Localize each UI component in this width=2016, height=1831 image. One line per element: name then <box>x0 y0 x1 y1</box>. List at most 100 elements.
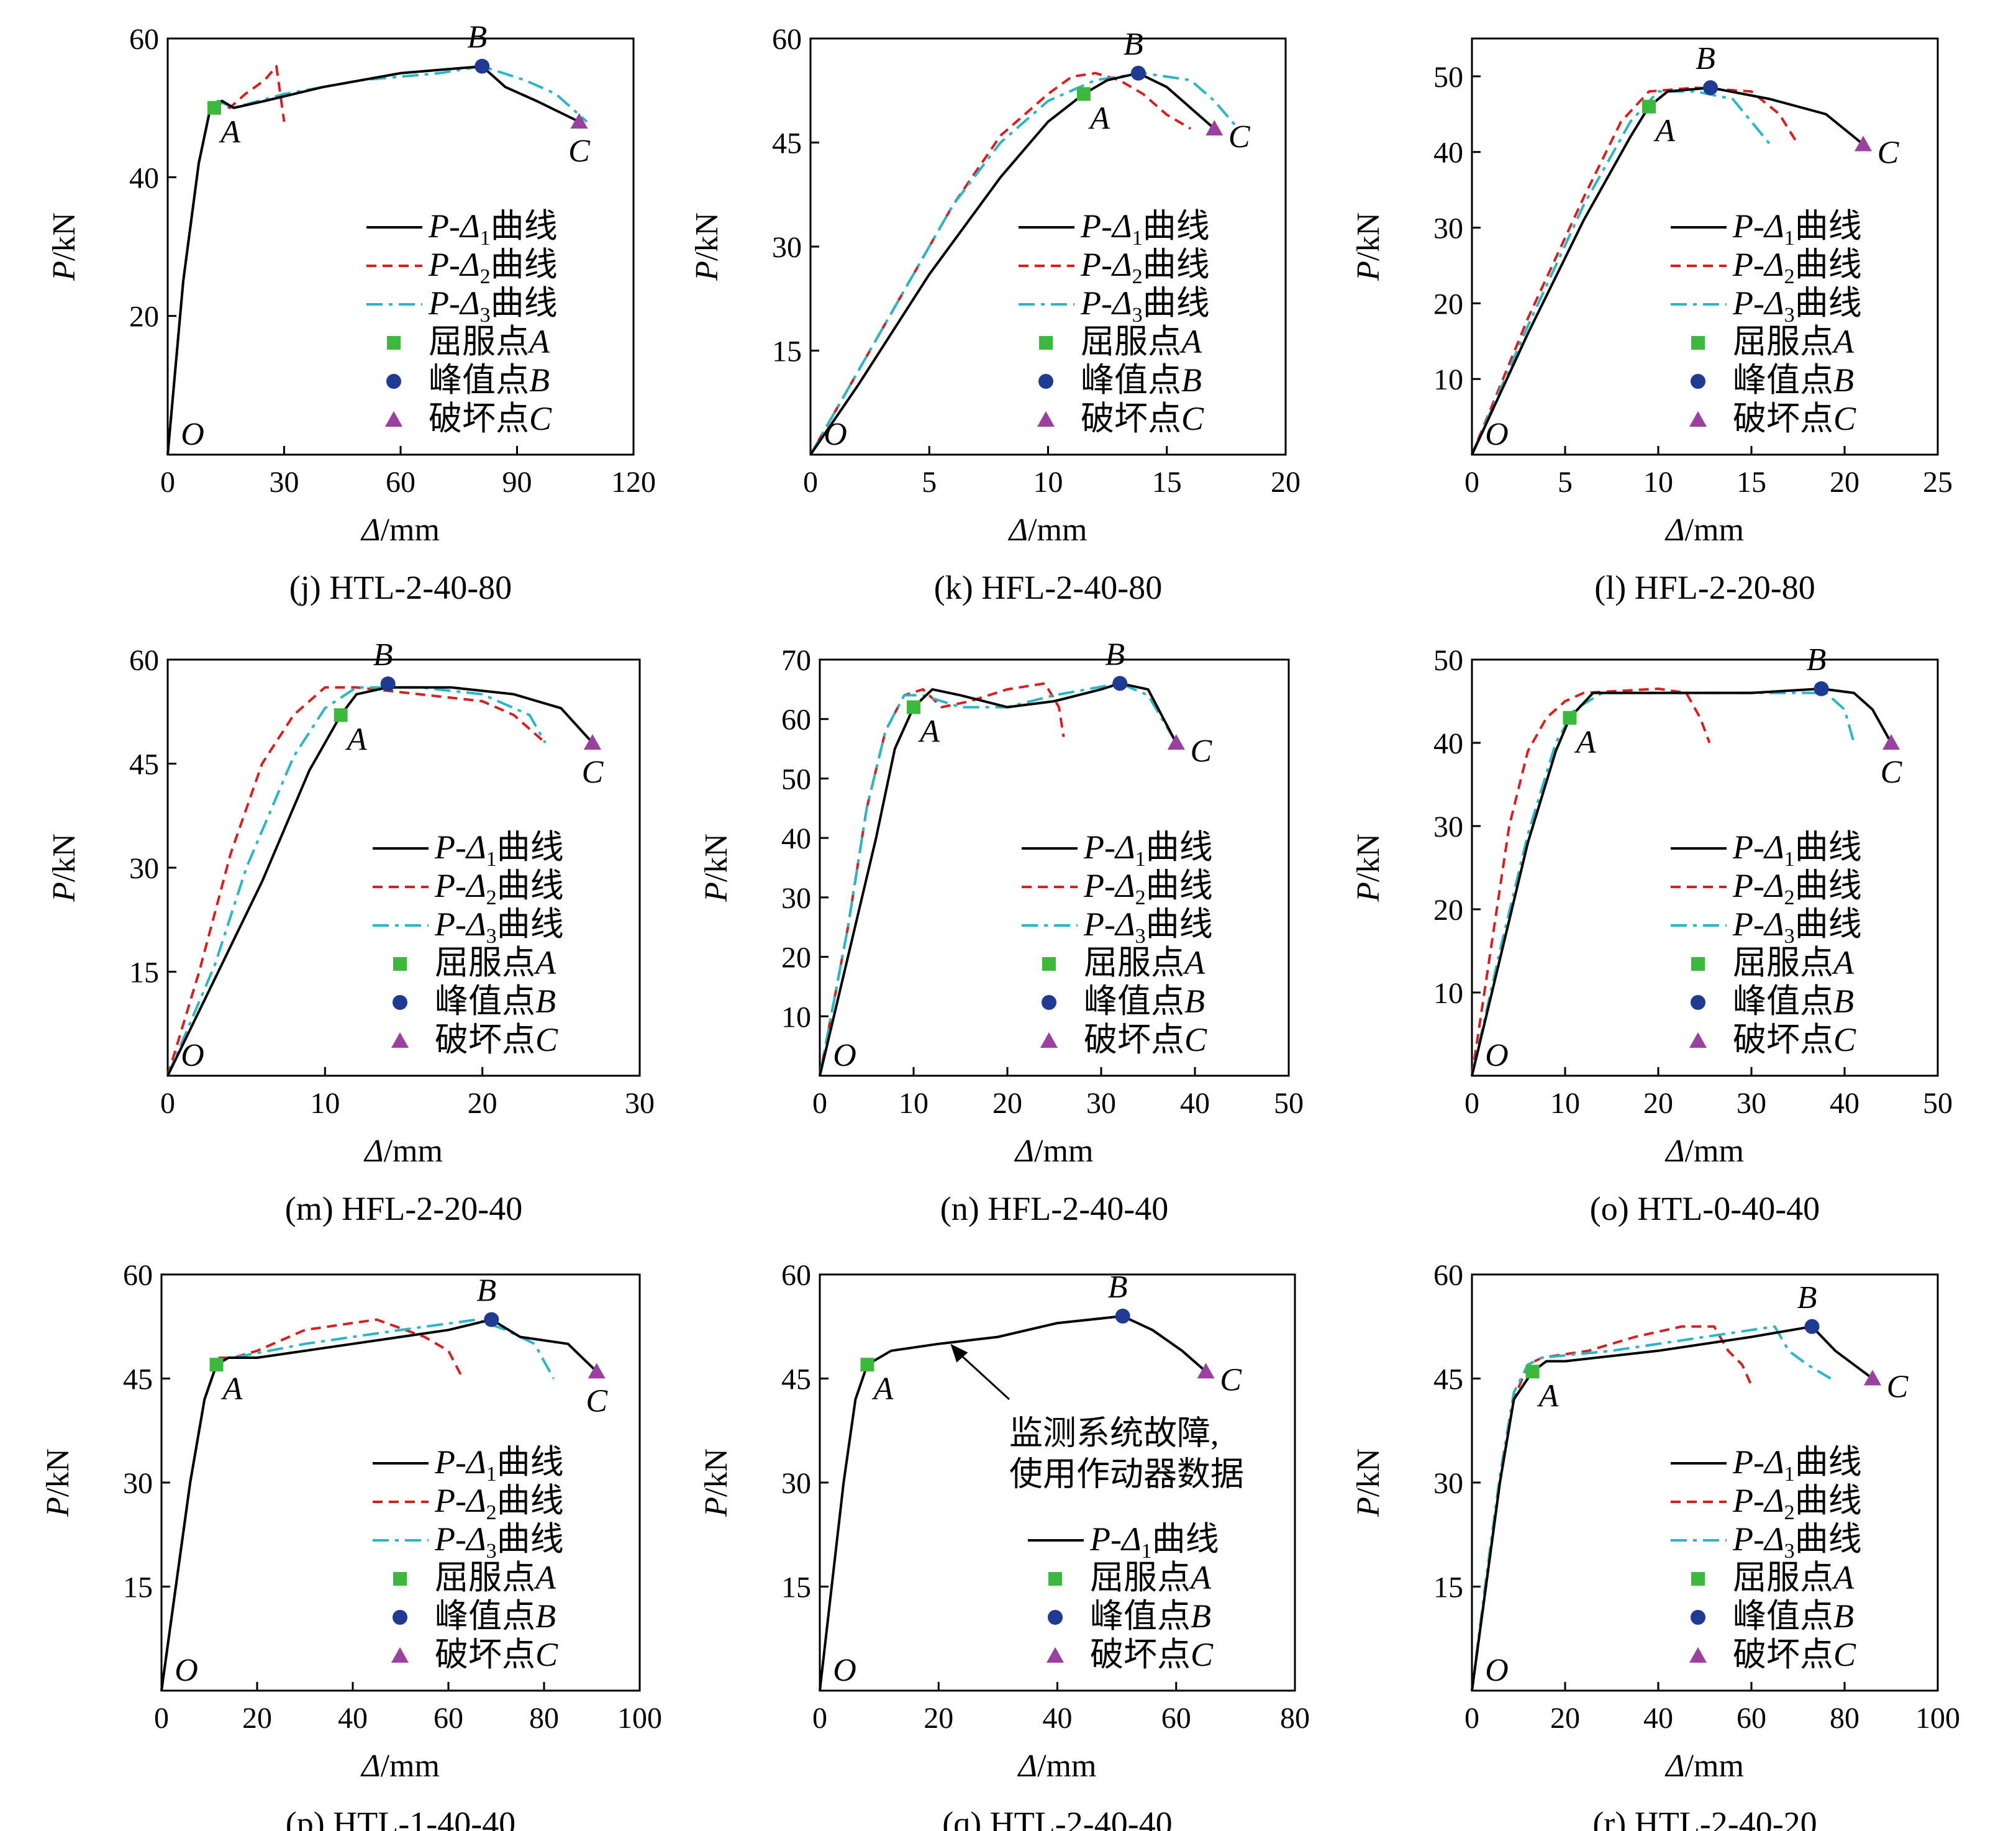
yield-point-A <box>860 1358 874 1372</box>
failure-point-C <box>1882 734 1900 750</box>
legend-marker-failure <box>1689 1647 1707 1663</box>
legend-label-failure: 破坏点C <box>429 400 552 437</box>
legend-marker-peak <box>1691 995 1705 1010</box>
y-axis-label: P/kN <box>1351 212 1386 281</box>
point-label-C: C <box>586 1383 608 1419</box>
yield-point-A <box>209 1358 224 1372</box>
legend-marker-peak <box>393 995 407 1010</box>
series-line-curve3 <box>166 686 547 1076</box>
legend-label-curve1: P-Δ1曲线 <box>1089 1520 1219 1563</box>
chart-panel-3: 0 5 10 15 20 25 10 20 30 40 50 Δ/mm P/kN (l) HFL-2-20… <box>1351 37 1953 606</box>
legend-label-failure: 破坏点C <box>1733 400 1856 437</box>
series-line-curve2 <box>1471 687 1711 1076</box>
x-tick-label: 15 <box>1737 466 1766 499</box>
peak-point-B <box>1703 80 1718 96</box>
chart-caption: (q) HTL-2-40-40 <box>942 1805 1172 1831</box>
legend-label-curve2: P-Δ2曲线 <box>1080 246 1210 288</box>
x-tick-label: 40 <box>338 1702 368 1735</box>
legend-label-curve2: P-Δ2曲线 <box>1083 867 1213 909</box>
y-tick-label: 60 <box>129 23 159 56</box>
yield-point-A <box>207 101 221 115</box>
legend-label-yield: 屈服点A <box>1733 323 1855 360</box>
x-tick-label: 0 <box>160 466 175 499</box>
y-tick-label: 15 <box>781 1571 811 1604</box>
x-axis-label: Δ/mm <box>1664 1134 1744 1169</box>
point-label-B: B <box>1807 642 1827 678</box>
legend-label-peak: 峰值点B <box>1733 983 1854 1020</box>
legend-label-curve1: P-Δ1曲线 <box>1732 1443 1862 1486</box>
y-tick-label: 40 <box>1433 137 1463 170</box>
legend-label-yield: 屈服点A <box>435 944 556 981</box>
legend-marker-yield <box>393 1572 407 1586</box>
failure-point-C <box>584 734 601 750</box>
series-line-curve3 <box>809 71 1240 455</box>
y-tick-label: 50 <box>781 763 811 796</box>
point-label-C: C <box>1878 135 1900 171</box>
legend-marker-peak <box>1042 995 1056 1010</box>
y-axis-label: P/kN <box>699 1448 734 1517</box>
legend-marker-failure <box>1689 411 1707 427</box>
x-tick-label: 30 <box>1086 1087 1116 1120</box>
legend-marker-yield <box>1691 336 1705 350</box>
legend-label-curve1: P-Δ1曲线 <box>1732 829 1862 871</box>
x-tick-label: 0 <box>160 1087 175 1120</box>
legend-marker-peak <box>1038 374 1053 389</box>
series-line-curve3 <box>1471 691 1855 1076</box>
failure-point-C <box>1864 1370 1881 1386</box>
legend-marker-yield <box>1691 957 1705 971</box>
y-axis-label: P/kN <box>47 834 82 902</box>
x-tick-label: 15 <box>1152 466 1182 499</box>
legend-label-curve1: P-Δ1曲线 <box>1732 207 1862 250</box>
y-tick-label: 30 <box>1433 1467 1463 1500</box>
legend-marker-failure <box>1037 411 1055 427</box>
y-tick-label: 50 <box>1433 644 1463 677</box>
legend-marker-yield <box>1691 1572 1705 1586</box>
x-tick-label: 40 <box>1180 1087 1210 1120</box>
yield-point-A <box>1076 87 1091 101</box>
point-label-A: A <box>221 1371 243 1407</box>
y-tick-label: 45 <box>129 748 159 781</box>
y-axis-label: P/kN <box>689 212 725 281</box>
chart-panel-7: 0 20 40 60 80 100 15 30 45 60 Δ/mm P/kN (p) HTL-1-40… <box>40 1259 662 1831</box>
failure-point-C <box>1206 120 1224 136</box>
y-tick-label: 60 <box>129 644 159 677</box>
y-axis-label: P/kN <box>47 212 82 281</box>
x-axis-label: Δ/mm <box>363 1134 443 1169</box>
annotation-text: 监测系统故障, <box>1009 1415 1219 1452</box>
y-tick-label: 40 <box>1433 727 1463 760</box>
chart-panel-9: 0 20 40 60 80 100 15 30 45 60 Δ/mm P/kN (r) HTL-2-40… <box>1351 1259 1960 1831</box>
y-tick-label: 45 <box>772 127 802 160</box>
point-label-A: A <box>918 714 940 750</box>
point-label-C: C <box>582 755 604 790</box>
point-label-A: A <box>1088 101 1110 136</box>
x-tick-label: 20 <box>1830 466 1859 499</box>
legend-label-peak: 峰值点B <box>1090 1597 1211 1635</box>
point-label-B: B <box>1108 1270 1128 1305</box>
origin-label: O <box>1485 417 1509 452</box>
y-axis-label: P/kN <box>40 1448 76 1517</box>
legend-label-failure: 破坏点C <box>1733 1021 1856 1058</box>
x-tick-label: 100 <box>617 1702 662 1735</box>
legend-marker-failure <box>391 1032 409 1048</box>
point-label-A: A <box>872 1371 894 1407</box>
point-label-A: A <box>1653 114 1675 149</box>
origin-label: O <box>175 1653 198 1688</box>
y-tick-label: 60 <box>1433 1259 1463 1292</box>
legend-label-failure: 破坏点C <box>435 1021 558 1058</box>
y-tick-label: 45 <box>1433 1363 1463 1396</box>
x-tick-label: 20 <box>924 1702 953 1735</box>
legend-label-curve1: P-Δ1曲线 <box>428 207 558 250</box>
series-line-curve1 <box>1471 687 1892 1076</box>
legend-marker-peak <box>1691 374 1705 389</box>
legend-label-curve3: P-Δ3曲线 <box>1732 284 1862 327</box>
x-tick-label: 10 <box>1643 466 1673 499</box>
x-tick-label: 80 <box>1280 1702 1310 1735</box>
peak-point-B <box>1115 1309 1130 1324</box>
legend-label-peak: 峰值点B <box>1081 361 1202 399</box>
y-tick-label: 30 <box>1433 811 1463 843</box>
y-tick-label: 10 <box>1433 977 1463 1010</box>
legend-label-curve2: P-Δ2曲线 <box>1732 246 1862 288</box>
legend-marker-peak <box>393 1610 407 1625</box>
x-tick-label: 0 <box>1464 1087 1479 1120</box>
legend-label-curve1: P-Δ1曲线 <box>1083 829 1213 871</box>
